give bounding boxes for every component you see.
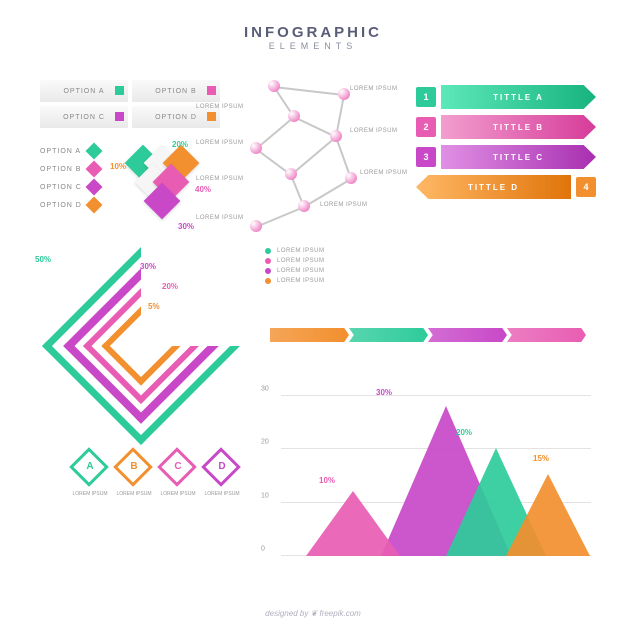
percent-label: 30% — [178, 222, 194, 231]
page-header: INFOGRAPHIC ELEMENTS — [0, 0, 626, 57]
legend-item: LOREM IPSUM — [265, 248, 325, 254]
diamond-option-row: OPTION A — [40, 145, 100, 157]
concentric-diamonds — [60, 265, 230, 435]
network-node — [250, 142, 262, 154]
network-node — [250, 220, 262, 232]
arrow-banner: 1TITTLE A — [416, 85, 596, 109]
arrow-banner: 3TITTLE C — [416, 145, 596, 169]
letter-diamond: BLOREM IPSUM — [119, 453, 149, 483]
network-node — [288, 110, 300, 122]
arrow-banner: TITTLE D4 — [416, 175, 596, 199]
letter-diamond: CLOREM IPSUM — [163, 453, 193, 483]
network-node — [345, 172, 357, 184]
network-node — [338, 88, 350, 100]
arrow-banners: 1TITTLE A 2TITTLE B 3TITTLE C TITTLE D4 — [416, 85, 596, 205]
triangle-bar — [506, 474, 590, 556]
percent-label: 40% — [195, 185, 211, 194]
percent-label: 5% — [148, 302, 160, 311]
page-subtitle: ELEMENTS — [0, 41, 626, 51]
percent-label: 30% — [140, 262, 156, 271]
option-tab: OPTION A — [40, 80, 128, 102]
diamond-options: OPTION A OPTION B OPTION C OPTION D — [40, 145, 100, 217]
legend-item: LOREM IPSUM — [265, 258, 325, 264]
legend-item: LOREM IPSUM — [265, 268, 325, 274]
legend-list: LOREM IPSUM LOREM IPSUM LOREM IPSUM LOREM I… — [265, 248, 325, 288]
arrow-banner: 2TITTLE B — [416, 115, 596, 139]
legend-item: LOREM IPSUM — [265, 278, 325, 284]
triangle-chart: 010203010%30%20%15% — [281, 376, 591, 556]
letter-diamond: DLOREM IPSUM — [207, 453, 237, 483]
network-node — [268, 80, 280, 92]
percent-label: 20% — [162, 282, 178, 291]
process-step: 2LOREM IPSUM — [349, 328, 428, 342]
percent-label: 15% — [533, 454, 549, 463]
network-node — [285, 168, 297, 180]
diamond-option-row: OPTION C — [40, 181, 100, 193]
page-title: INFOGRAPHIC — [0, 24, 626, 41]
percent-label: 20% — [456, 428, 472, 437]
network-node — [298, 200, 310, 212]
percent-label: 50% — [35, 255, 51, 264]
network-node — [330, 130, 342, 142]
process-step: 4LOREM IPSUM — [507, 328, 586, 342]
option-tab: OPTION B — [132, 80, 220, 102]
triangle-bar — [306, 491, 400, 556]
percent-label: 10% — [319, 476, 335, 485]
diamond-option-row: OPTION D — [40, 199, 100, 211]
option-tab: OPTION C — [40, 106, 128, 128]
process-step: 3LOREM IPSUM — [428, 328, 507, 342]
process-step: 1LOREM IPSUM — [270, 328, 349, 342]
diamond-option-row: OPTION B — [40, 163, 100, 175]
percent-label: 20% — [172, 140, 188, 149]
footer-credit: designed by ❦ freepik.com — [0, 609, 626, 618]
network-diagram: LOREM IPSUMLOREM IPSUMLOREM IPSUMLOREM I… — [250, 80, 420, 230]
process-bar: 1LOREM IPSUM2LOREM IPSUM3LOREM IPSUM4LOR… — [270, 328, 586, 342]
option-tabs: OPTION AOPTION BOPTION COPTION D — [40, 80, 220, 128]
letter-diamond: ALOREM IPSUM — [75, 453, 105, 483]
percent-label: 30% — [376, 388, 392, 397]
percent-label: 10% — [110, 162, 126, 171]
letter-diamonds: ALOREM IPSUM BLOREM IPSUM CLOREM IPSUM DLOR… — [75, 453, 237, 483]
